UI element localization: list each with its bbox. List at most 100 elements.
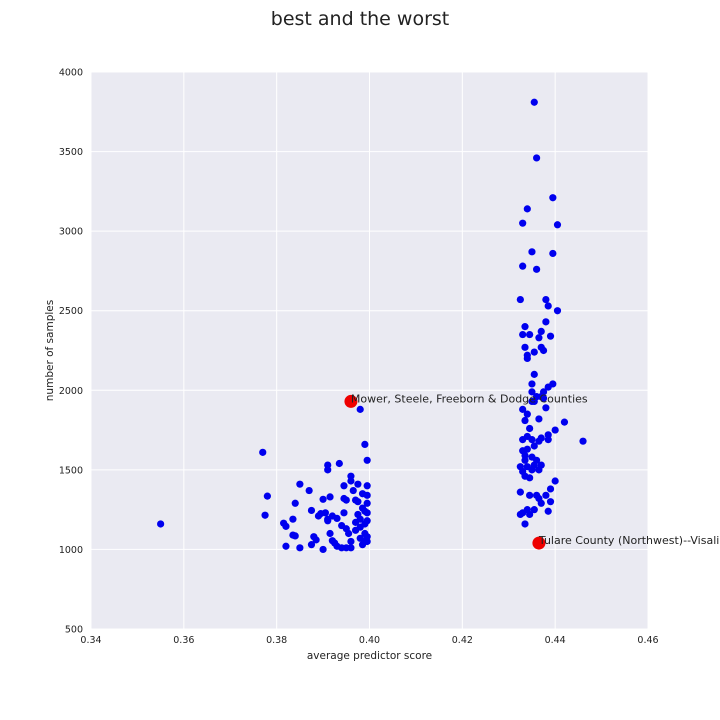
data-point	[324, 517, 332, 525]
data-point	[560, 418, 569, 426]
data-point	[544, 302, 552, 310]
data-point	[530, 98, 538, 106]
data-point	[340, 482, 348, 490]
y-tick-label: 3500	[59, 147, 83, 158]
data-point	[553, 221, 562, 229]
data-point	[530, 506, 538, 514]
data-point	[530, 442, 538, 450]
data-point	[528, 380, 536, 388]
data-point	[307, 541, 316, 549]
data-point	[551, 477, 559, 485]
data-point	[307, 506, 316, 515]
data-point	[519, 219, 527, 227]
data-point	[551, 426, 559, 434]
y-axis-label: number of samples	[44, 300, 56, 401]
data-point	[363, 509, 371, 517]
data-point	[519, 262, 527, 270]
data-point	[157, 520, 165, 528]
y-tick-label: 1500	[59, 465, 83, 476]
data-point	[537, 434, 545, 442]
data-point	[363, 499, 371, 507]
data-point	[347, 537, 355, 546]
data-point	[521, 416, 529, 425]
data-point	[347, 477, 355, 485]
data-point	[282, 522, 290, 530]
data-point	[530, 348, 538, 356]
data-point	[363, 491, 371, 499]
data-point	[546, 332, 555, 340]
data-point	[516, 295, 524, 304]
data-point	[521, 323, 529, 331]
data-point	[319, 495, 327, 503]
data-point	[291, 499, 299, 507]
x-tick-label: 0.46	[637, 635, 658, 646]
x-tick-label: 0.44	[545, 635, 566, 646]
annotation-label: Tulare County (Northwest)--Visalia	[538, 534, 720, 547]
data-point	[521, 343, 529, 351]
data-point	[312, 536, 320, 544]
data-point	[363, 456, 371, 464]
data-point	[335, 459, 343, 468]
data-point	[324, 466, 332, 474]
data-point	[530, 370, 538, 378]
y-tick-label: 2000	[59, 386, 83, 397]
data-point	[261, 511, 269, 519]
data-point	[340, 509, 348, 517]
data-point	[363, 537, 371, 546]
data-point	[259, 448, 267, 456]
data-point	[333, 514, 341, 522]
data-point	[356, 515, 364, 523]
data-point	[544, 507, 552, 515]
data-point	[526, 424, 534, 433]
data-point	[528, 248, 536, 256]
data-point	[354, 480, 362, 488]
data-point	[263, 492, 271, 500]
x-tick-label: 0.42	[452, 635, 473, 646]
data-point	[533, 154, 541, 162]
data-point	[549, 249, 557, 258]
x-tick-label: 0.36	[173, 635, 194, 646]
y-tick-label: 1000	[59, 545, 83, 556]
y-tick-label: 2500	[59, 306, 83, 317]
data-point	[526, 330, 534, 339]
data-point	[521, 456, 529, 464]
data-point	[537, 327, 545, 336]
data-point	[542, 295, 550, 304]
data-point	[549, 194, 557, 202]
data-point	[528, 388, 536, 396]
data-point	[526, 510, 534, 519]
y-tick-label: 500	[65, 625, 83, 636]
data-point	[539, 388, 548, 396]
data-point	[347, 544, 355, 552]
data-point	[519, 405, 527, 413]
data-point	[528, 436, 536, 444]
data-point	[523, 351, 531, 359]
data-point	[526, 491, 534, 499]
highlight-point	[532, 536, 546, 550]
data-point	[516, 488, 524, 496]
data-point	[537, 461, 545, 469]
data-point	[535, 415, 543, 423]
data-point	[533, 456, 541, 464]
data-point	[321, 509, 330, 517]
data-point	[296, 480, 304, 488]
data-point	[356, 405, 364, 413]
data-point	[319, 545, 327, 554]
y-tick-label: 3000	[59, 227, 83, 238]
data-point	[523, 445, 531, 453]
data-point	[537, 499, 545, 507]
data-point	[361, 440, 369, 448]
data-point	[342, 496, 350, 504]
data-point	[349, 486, 357, 495]
y-tick-label: 4000	[59, 68, 83, 79]
data-point	[363, 482, 371, 490]
data-point	[535, 334, 543, 342]
data-points	[157, 98, 587, 554]
data-point	[282, 542, 290, 550]
data-point	[345, 529, 353, 538]
data-point	[326, 493, 334, 501]
x-axis-label: average predictor score	[307, 650, 432, 662]
x-tick-label: 0.40	[359, 635, 380, 646]
data-point	[546, 485, 555, 493]
annotation-label: Mower, Steele, Freeborn & Dodge Counties	[351, 392, 588, 405]
